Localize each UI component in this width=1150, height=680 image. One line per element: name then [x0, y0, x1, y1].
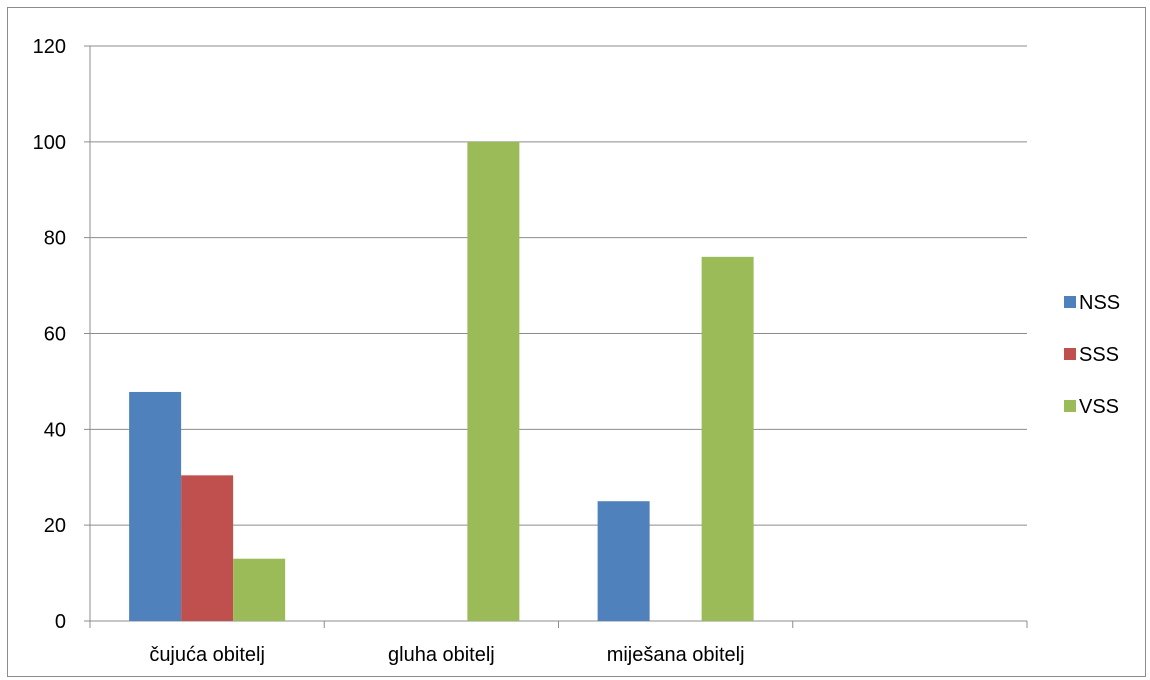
x-tick-label-0: čujuća obitelj: [149, 644, 265, 666]
bar-nss-0: [129, 391, 182, 621]
legend-label-nss: NSS: [1079, 292, 1120, 314]
legend-label-sss: SSS: [1079, 344, 1119, 366]
x-tick-label-2: miješana obitelj: [607, 644, 745, 666]
bar-vss-0: [233, 558, 286, 621]
y-tick-label-4: 80: [44, 228, 66, 250]
bar-nss-2: [597, 501, 650, 621]
y-tick-label-2: 40: [44, 419, 66, 441]
y-tick-label-5: 100: [33, 132, 66, 154]
legend-swatch-sss: [1064, 348, 1076, 360]
legend-swatch-nss: [1064, 296, 1076, 308]
legend-label-vss: VSS: [1079, 396, 1119, 418]
x-tick-label-1: gluha obitelj: [388, 644, 495, 666]
legend-swatch-vss: [1064, 400, 1076, 412]
y-tick-label-0: 0: [55, 611, 66, 633]
y-tick-label-6: 120: [33, 36, 66, 58]
bar-vss-1: [467, 141, 520, 622]
bar-sss-0: [181, 475, 234, 621]
y-tick-label-3: 60: [44, 324, 66, 346]
y-tick-label-1: 20: [44, 515, 66, 537]
bar-vss-2: [701, 256, 754, 621]
